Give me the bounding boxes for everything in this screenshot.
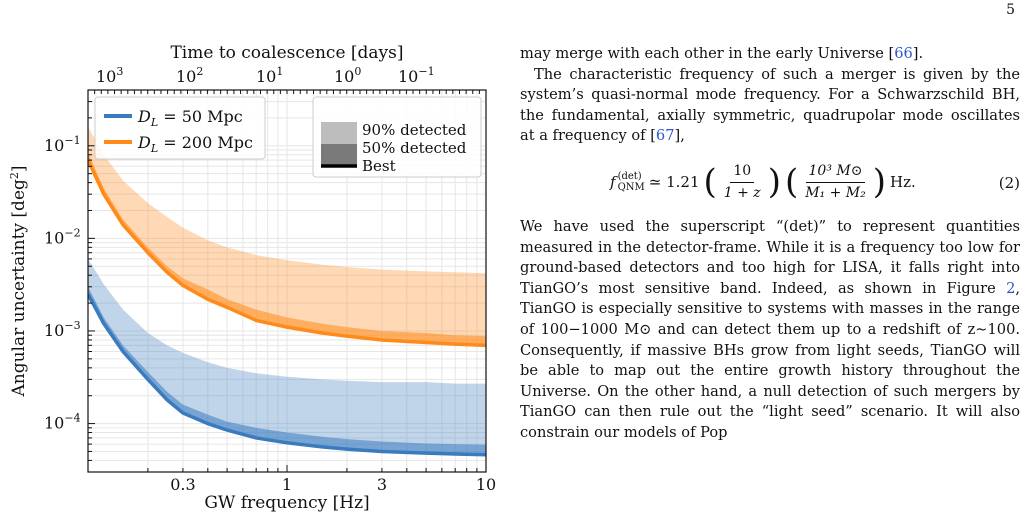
paragraph-2: The characteristic frequency of such a m… (520, 65, 1020, 145)
top-tick-label: 10−1 (398, 65, 435, 86)
legend-label-90: 90% detected (362, 121, 467, 139)
x-tick-label: 1 (282, 475, 292, 494)
legend-label-200mpc: DL = 200 Mpc (137, 133, 253, 155)
band-90-200mpc (88, 126, 486, 346)
distance-legend: DL = 50 Mpc DL = 200 Mpc (94, 96, 266, 160)
y-tick-label: 10−1 (44, 134, 81, 155)
page-number: 5 (1006, 2, 1015, 18)
top-tick-label: 102 (176, 65, 203, 86)
eq-fraction-2: 10³ M⊙ M₁ + M₂ (805, 162, 866, 201)
top-tick-label: 100 (334, 65, 361, 86)
eq-unit: Hz. (890, 172, 916, 191)
eq-lhs-sup: (det) (617, 171, 642, 183)
y-tick-label: 10−2 (44, 226, 81, 247)
figure: Time to coalescence [days] 103 102 101 100 1… (8, 43, 496, 513)
data-bands (88, 126, 486, 457)
eq-relation: ≃ 1.21 (648, 172, 700, 191)
equation-number: (2) (998, 173, 1020, 192)
eq-lhs: f (610, 172, 616, 191)
band-legend: 90% detected 50% detected Best (312, 96, 482, 178)
y-tick-labels: 10−1 10−2 10−3 10−4 (44, 134, 81, 433)
band-90-50mpc (88, 258, 486, 455)
figure-ref-2[interactable]: 2 (1006, 279, 1016, 297)
top-tick-label: 101 (256, 65, 283, 86)
legend-label-50mpc: DL = 50 Mpc (137, 107, 243, 129)
body-text: may merge with each other in the early U… (520, 44, 1020, 444)
top-tick-label: 103 (96, 65, 123, 86)
top-tick-labels: 103 102 101 100 10−1 (96, 65, 435, 86)
x-tick-label: 10 (476, 475, 496, 494)
x-axis-label: GW frequency [Hz] (204, 493, 369, 513)
y-tick-label: 10−3 (44, 319, 81, 340)
legend-label-50: 50% detected (362, 139, 467, 157)
axis-ticks (87, 89, 487, 473)
equation-2: f (det) QNM ≃ 1.21 ( 10 1 + z ) ( 10³ M⊙… (610, 162, 1020, 203)
eq-lhs-sub: QNM (617, 182, 645, 194)
eq-fraction-1: 10 1 + z (723, 162, 761, 201)
y-tick-label: 10−4 (44, 412, 81, 433)
y-axis-label: Angular uncertainty [deg2] (8, 165, 29, 397)
x-tick-labels: 0.3 1 3 10 (170, 475, 496, 494)
citation-66[interactable]: 66 (894, 45, 913, 62)
legend-swatch-50 (321, 144, 357, 166)
x-tick-label: 3 (377, 475, 387, 494)
paragraph-1: may merge with each other in the early U… (520, 45, 924, 62)
best-line-50mpc (88, 293, 486, 457)
band-50-50mpc (88, 286, 486, 455)
legend-label-best: Best (362, 157, 396, 175)
legend-swatch-90 (321, 122, 357, 144)
top-axis-label: Time to coalescence [days] (170, 43, 403, 63)
paragraph-3: We have used the superscript “(det)” to … (520, 217, 1020, 441)
x-tick-label: 0.3 (170, 475, 195, 494)
best-line-200mpc (88, 159, 486, 348)
citation-67[interactable]: 67 (655, 127, 675, 145)
